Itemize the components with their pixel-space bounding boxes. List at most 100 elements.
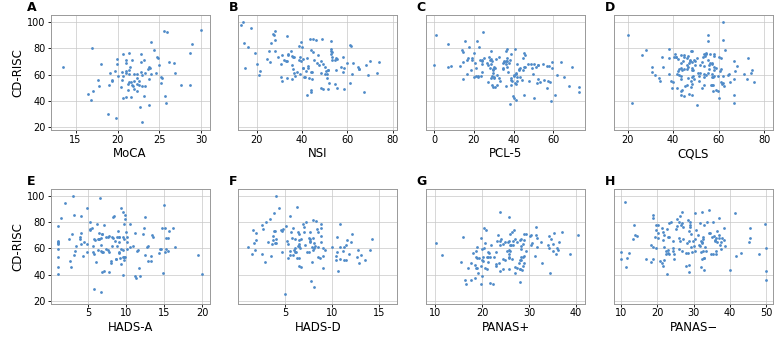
Point <box>709 54 721 59</box>
Point <box>696 59 709 65</box>
Point <box>753 251 765 256</box>
Point <box>718 237 730 243</box>
Point <box>317 266 329 271</box>
Point <box>159 101 172 106</box>
Point <box>286 54 298 59</box>
Point <box>699 50 712 55</box>
Point <box>285 62 298 68</box>
Point <box>312 61 324 66</box>
Point <box>129 230 141 235</box>
Point <box>312 244 324 249</box>
Point <box>740 77 753 82</box>
Point <box>325 49 337 54</box>
Point <box>298 74 311 80</box>
Point <box>674 88 687 94</box>
Point <box>671 223 683 228</box>
Point <box>695 239 707 244</box>
Point <box>686 74 699 80</box>
Point <box>131 81 143 87</box>
Point <box>657 65 669 70</box>
Point <box>256 251 268 257</box>
Point <box>479 265 491 271</box>
Point <box>134 104 146 109</box>
Point <box>343 251 355 257</box>
Point <box>299 243 312 248</box>
Point <box>105 260 117 265</box>
Point <box>293 243 305 248</box>
Point <box>315 239 327 244</box>
Point <box>461 72 473 77</box>
Point <box>674 213 686 219</box>
Point <box>724 79 737 84</box>
Point <box>159 249 172 255</box>
Point <box>154 247 166 252</box>
Point <box>476 258 488 263</box>
Point <box>456 76 469 82</box>
Point <box>702 33 715 38</box>
Point <box>105 259 117 264</box>
Point <box>507 72 520 78</box>
Point <box>493 260 505 265</box>
Point <box>279 292 291 297</box>
Point <box>110 256 123 262</box>
Point <box>505 77 517 82</box>
Point <box>698 256 710 261</box>
Point <box>442 42 455 47</box>
Point <box>503 57 516 63</box>
Point <box>531 244 543 249</box>
Point <box>735 250 747 256</box>
Point <box>469 262 482 268</box>
X-axis label: PCL-5: PCL-5 <box>489 147 522 161</box>
Point <box>536 261 549 266</box>
Point <box>476 247 489 252</box>
Point <box>128 71 141 76</box>
Point <box>696 209 709 214</box>
Point <box>468 74 480 80</box>
Point <box>683 61 695 66</box>
Point <box>713 54 726 60</box>
Point <box>106 236 119 241</box>
Point <box>465 67 478 72</box>
Point <box>326 55 338 60</box>
Point <box>724 267 737 273</box>
Point <box>678 54 690 59</box>
Point <box>546 65 559 71</box>
Point <box>493 55 505 60</box>
Point <box>697 54 709 60</box>
Point <box>727 76 740 81</box>
Point <box>511 240 524 245</box>
Point <box>678 94 690 99</box>
Point <box>514 254 527 259</box>
Point <box>290 249 302 254</box>
Point <box>705 82 717 88</box>
Point <box>317 253 329 259</box>
Point <box>133 78 145 83</box>
Point <box>184 50 197 56</box>
Point <box>528 95 540 101</box>
Point <box>487 68 500 73</box>
Point <box>304 236 316 241</box>
Point <box>131 248 144 254</box>
Point <box>703 208 716 213</box>
Point <box>517 55 529 60</box>
Point <box>117 272 130 277</box>
Point <box>305 87 317 93</box>
Point <box>326 50 339 55</box>
Point <box>329 81 341 87</box>
Point <box>94 196 106 201</box>
Point <box>760 277 772 283</box>
Point <box>90 221 103 227</box>
Point <box>90 259 103 265</box>
Point <box>688 58 700 63</box>
Point <box>563 251 576 257</box>
Point <box>545 99 557 104</box>
Point <box>134 273 146 278</box>
Point <box>743 239 755 245</box>
Point <box>713 233 725 238</box>
Point <box>337 86 350 92</box>
Point <box>472 73 484 78</box>
Point <box>473 255 486 260</box>
Point <box>110 256 122 262</box>
Point <box>543 245 556 251</box>
Point <box>112 73 124 79</box>
